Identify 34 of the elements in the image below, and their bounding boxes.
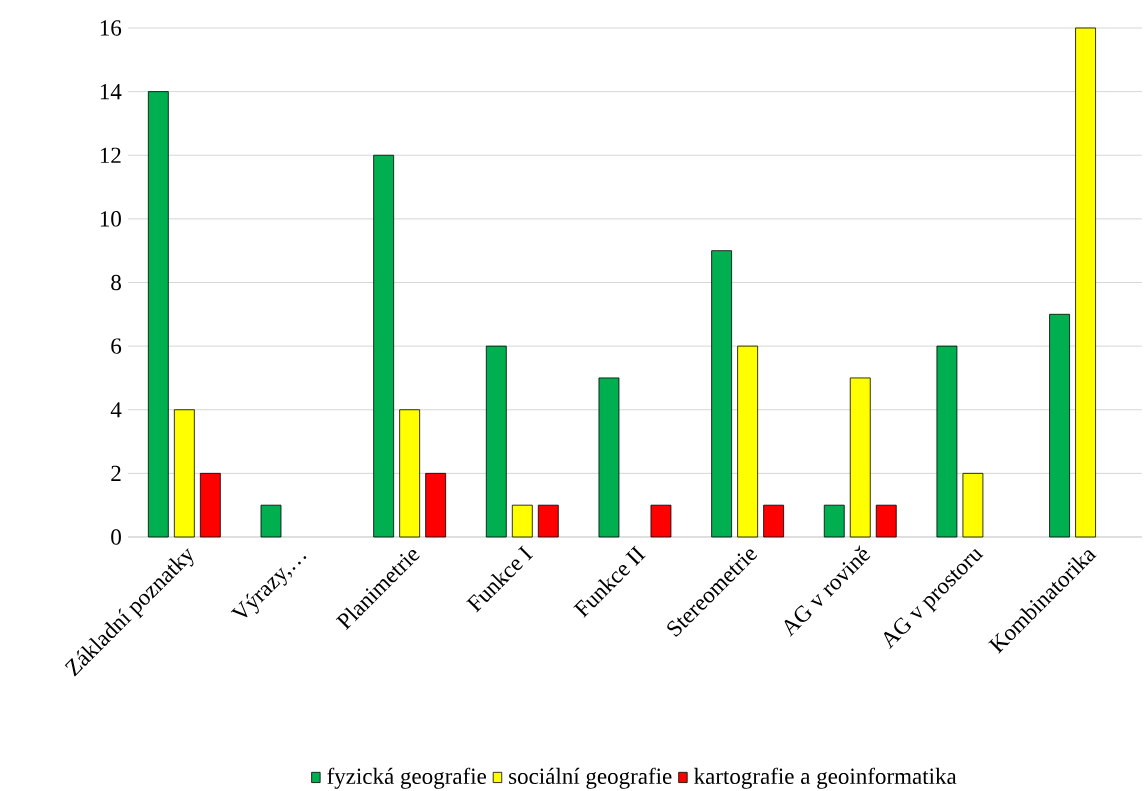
bar (875, 504, 897, 538)
y-tick-label: 6 (111, 338, 122, 354)
y-tick-label: 2 (111, 465, 121, 481)
bar (399, 409, 421, 538)
bar (425, 472, 447, 538)
bar (373, 154, 395, 538)
legend-label: sociální geografie (509, 767, 672, 789)
bar (485, 345, 507, 538)
y-tick-label: 8 (111, 274, 121, 291)
bar (147, 91, 169, 538)
bar (1049, 313, 1070, 538)
bar (260, 504, 282, 538)
y-tick-label: 14 (100, 83, 122, 100)
y-tick-label: 10 (100, 210, 121, 227)
bar (537, 504, 559, 538)
y-tick-label: 4 (110, 402, 122, 418)
bar (711, 250, 733, 538)
y-tick-label: 0 (111, 529, 121, 545)
bar (173, 409, 195, 538)
bar (199, 472, 221, 538)
legend-label: kartografie a geoinformatika (694, 767, 957, 789)
y-tick-label: 12 (100, 147, 121, 163)
bar (598, 377, 620, 538)
bar (650, 504, 672, 538)
bar (1075, 27, 1096, 538)
y-tick-label: 16 (100, 20, 122, 36)
bar (849, 377, 871, 538)
bar (763, 504, 785, 538)
bar (962, 472, 984, 538)
bar (737, 345, 759, 538)
bar (823, 504, 845, 538)
bar (936, 345, 958, 538)
bar (511, 504, 533, 538)
legend-label: fyzická geografie (327, 767, 487, 789)
